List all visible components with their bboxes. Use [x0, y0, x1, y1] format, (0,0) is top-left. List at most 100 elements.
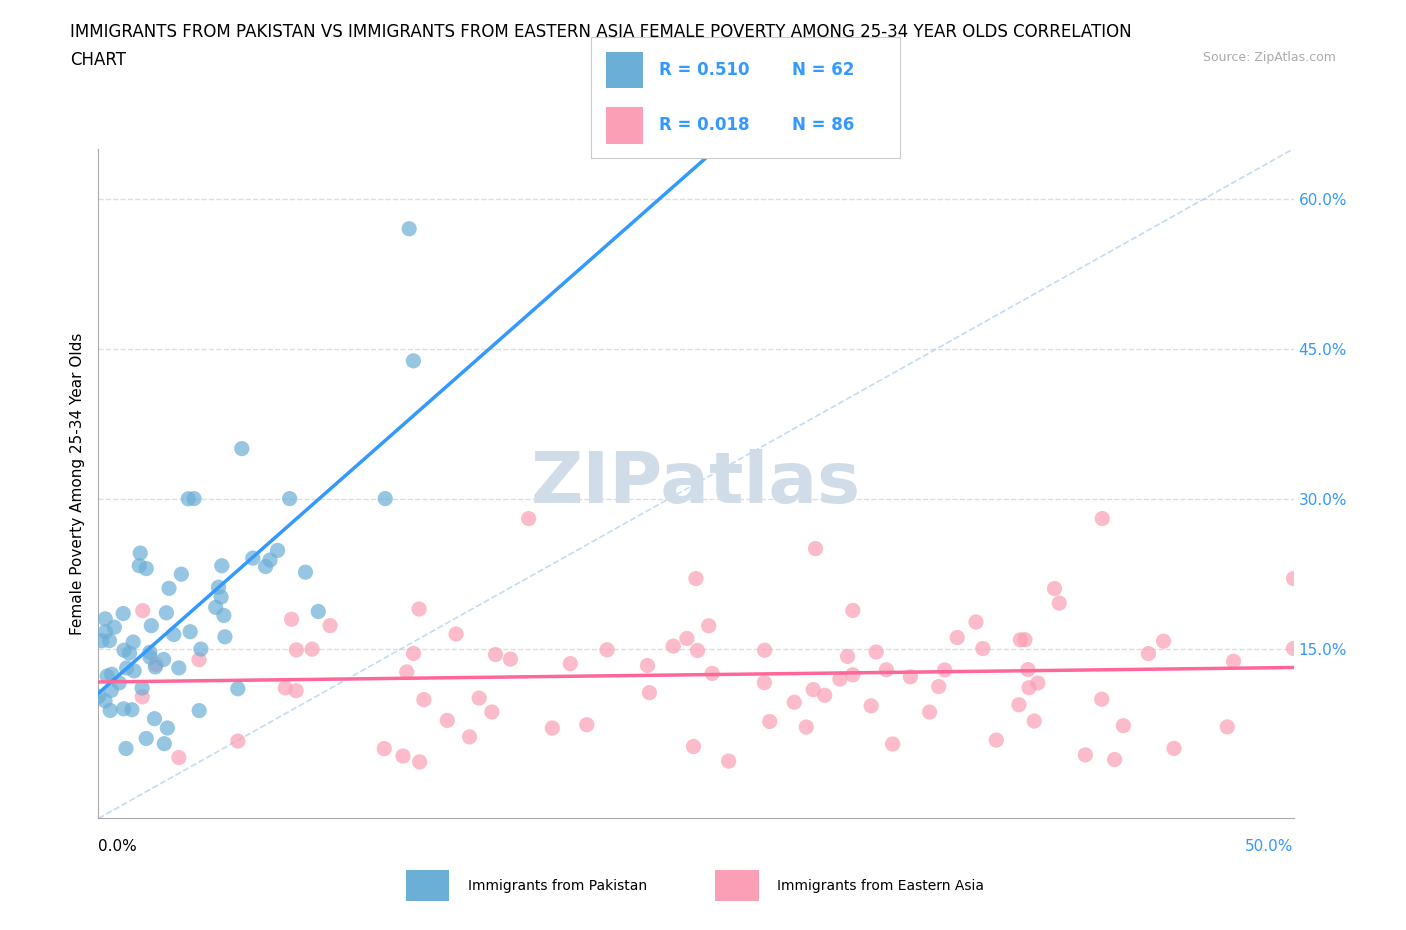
Point — [307, 604, 329, 619]
Point — [209, 590, 232, 604]
Point — [481, 705, 503, 720]
Point — [934, 662, 956, 677]
Point — [436, 713, 458, 728]
Point — [758, 714, 780, 729]
Point — [697, 618, 720, 633]
Point — [112, 643, 135, 658]
Point — [1017, 662, 1039, 677]
Point — [259, 552, 281, 567]
Point — [402, 353, 425, 368]
Point — [392, 749, 415, 764]
Point — [842, 668, 865, 683]
Point — [676, 631, 699, 646]
Point — [254, 559, 277, 574]
Point — [96, 669, 118, 684]
Point — [274, 681, 297, 696]
Point — [783, 695, 806, 710]
Point — [754, 643, 776, 658]
Text: CHART: CHART — [70, 51, 127, 69]
Point — [226, 734, 249, 749]
Point — [94, 611, 117, 626]
Point — [177, 491, 200, 506]
Point — [1282, 571, 1305, 586]
Point — [190, 642, 212, 657]
Text: N = 62: N = 62 — [792, 60, 853, 79]
Point — [865, 644, 887, 659]
Point — [294, 565, 316, 579]
Point — [837, 649, 859, 664]
Point — [373, 741, 395, 756]
Point — [1024, 713, 1046, 728]
Point — [686, 643, 709, 658]
Point — [1091, 692, 1114, 707]
Point — [398, 221, 420, 236]
Point — [285, 643, 308, 658]
Point — [179, 624, 201, 639]
Point — [801, 683, 824, 698]
Point — [575, 717, 598, 732]
Text: IMMIGRANTS FROM PAKISTAN VS IMMIGRANTS FROM EASTERN ASIA FEMALE POVERTY AMONG 25: IMMIGRANTS FROM PAKISTAN VS IMMIGRANTS F… — [70, 23, 1132, 41]
Point — [682, 739, 704, 754]
Point — [541, 721, 564, 736]
Point — [444, 627, 467, 642]
Point — [103, 619, 125, 634]
Point — [1010, 632, 1032, 647]
Point — [132, 604, 155, 618]
Point — [143, 659, 166, 674]
Point — [794, 720, 817, 735]
Point — [122, 663, 145, 678]
Point — [638, 685, 661, 700]
FancyBboxPatch shape — [606, 52, 643, 88]
Point — [157, 581, 180, 596]
Point — [242, 551, 264, 565]
Point — [717, 753, 740, 768]
Point — [928, 679, 950, 694]
Point — [408, 754, 430, 769]
Text: Immigrants from Eastern Asia: Immigrants from Eastern Asia — [778, 879, 984, 893]
Point — [1014, 632, 1036, 647]
Point — [1216, 720, 1239, 735]
Point — [129, 546, 152, 561]
Point — [87, 689, 110, 704]
Point — [1222, 654, 1244, 669]
Point — [1026, 675, 1049, 690]
Point — [828, 671, 851, 686]
Point — [212, 608, 235, 623]
Point — [135, 561, 157, 576]
Text: R = 0.018: R = 0.018 — [658, 116, 749, 135]
Point — [135, 731, 157, 746]
Point — [122, 634, 145, 649]
Point — [131, 689, 153, 704]
Point — [121, 702, 143, 717]
Point — [408, 602, 430, 617]
Text: N = 86: N = 86 — [792, 116, 853, 135]
Point — [1047, 596, 1070, 611]
Point — [1091, 512, 1114, 526]
Point — [278, 491, 301, 506]
Point — [100, 683, 122, 698]
FancyBboxPatch shape — [606, 107, 643, 143]
Point — [153, 737, 176, 751]
Point — [204, 600, 226, 615]
Point — [484, 647, 506, 662]
Point — [143, 711, 166, 726]
Point — [898, 670, 921, 684]
Point — [685, 571, 707, 586]
Point — [118, 645, 141, 660]
Text: Source: ZipAtlas.com: Source: ZipAtlas.com — [1202, 51, 1336, 64]
Point — [226, 682, 249, 697]
Point — [115, 741, 138, 756]
Point — [1163, 741, 1185, 756]
Point — [183, 491, 205, 506]
Point — [1018, 680, 1040, 695]
Point — [560, 657, 582, 671]
Point — [112, 606, 135, 621]
Point — [1008, 698, 1031, 712]
Point — [90, 633, 112, 648]
Point — [163, 627, 186, 642]
FancyBboxPatch shape — [406, 870, 450, 901]
Point — [266, 543, 288, 558]
Point — [662, 639, 685, 654]
Point — [94, 694, 117, 709]
Point — [412, 692, 434, 707]
